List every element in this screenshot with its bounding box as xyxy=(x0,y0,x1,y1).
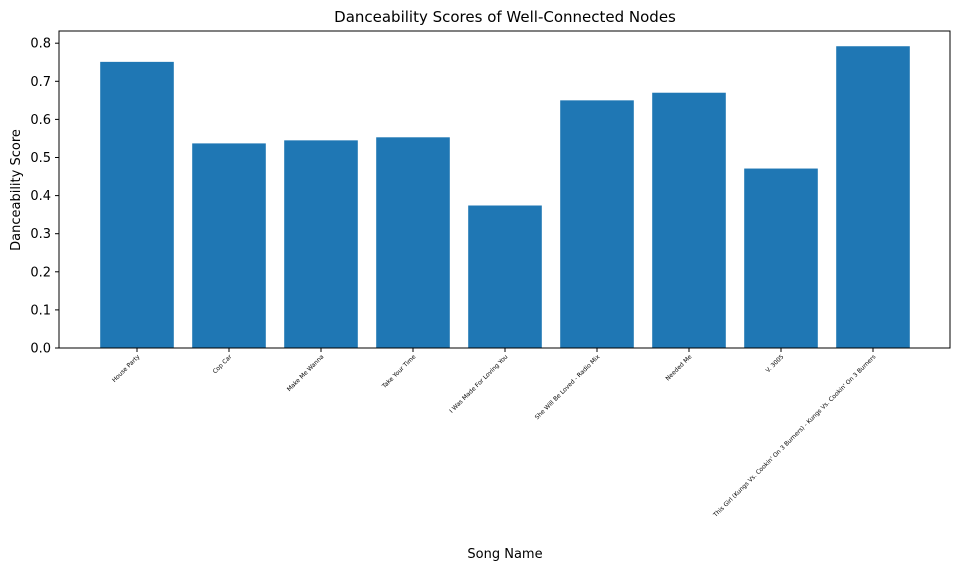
x-tick-label: I Was Made For Loving You xyxy=(448,353,509,414)
y-tick-label: 0.8 xyxy=(30,37,51,52)
x-tick-label: Cop Car xyxy=(212,353,234,375)
y-tick-label: 0.1 xyxy=(30,303,51,318)
x-axis-ticks: House Party Cop Car Make Me Wanna Take Your… xyxy=(111,348,877,519)
x-axis-label: Song Name xyxy=(467,547,542,562)
y-axis-ticks: 0.0 0.1 0.2 0.3 0.4 0.5 0.6 0.7 0.8 xyxy=(30,37,59,357)
bar-2 xyxy=(192,143,266,348)
y-axis-label: Danceability Score xyxy=(9,129,24,251)
x-tick-label: This Girl (Kungs Vs. Cookin' On 3 Burner… xyxy=(712,353,878,519)
x-tick-label: Take Your Time xyxy=(380,353,417,390)
bar-5 xyxy=(468,205,542,348)
chart-title: Danceability Scores of Well-Connected No… xyxy=(334,8,676,26)
bar-1 xyxy=(100,61,174,348)
x-tick-label: House Party xyxy=(111,353,142,384)
x-tick-label: Make Me Wanna xyxy=(286,353,326,393)
y-tick-label: 0.7 xyxy=(30,75,51,90)
bar-7 xyxy=(652,92,726,348)
bar-9 xyxy=(836,46,910,348)
x-tick-label: She Will Be Loved - Radio Mix xyxy=(534,353,602,421)
y-tick-label: 0.4 xyxy=(30,189,51,204)
bars-group xyxy=(100,46,910,348)
y-tick-label: 0.3 xyxy=(30,227,51,242)
x-tick-label: Needed Me xyxy=(664,353,693,382)
y-tick-label: 0.5 xyxy=(30,151,51,166)
bar-6 xyxy=(560,100,634,348)
bar-4 xyxy=(376,137,450,348)
y-tick-label: 0.2 xyxy=(30,265,51,280)
plot-area-frame xyxy=(58,30,951,349)
x-tick-label: V. 3005 xyxy=(765,353,786,374)
y-tick-label: 0.6 xyxy=(30,113,51,128)
bar-8 xyxy=(744,168,818,348)
y-tick-label: 0.0 xyxy=(30,342,51,357)
bar-3 xyxy=(284,140,358,348)
